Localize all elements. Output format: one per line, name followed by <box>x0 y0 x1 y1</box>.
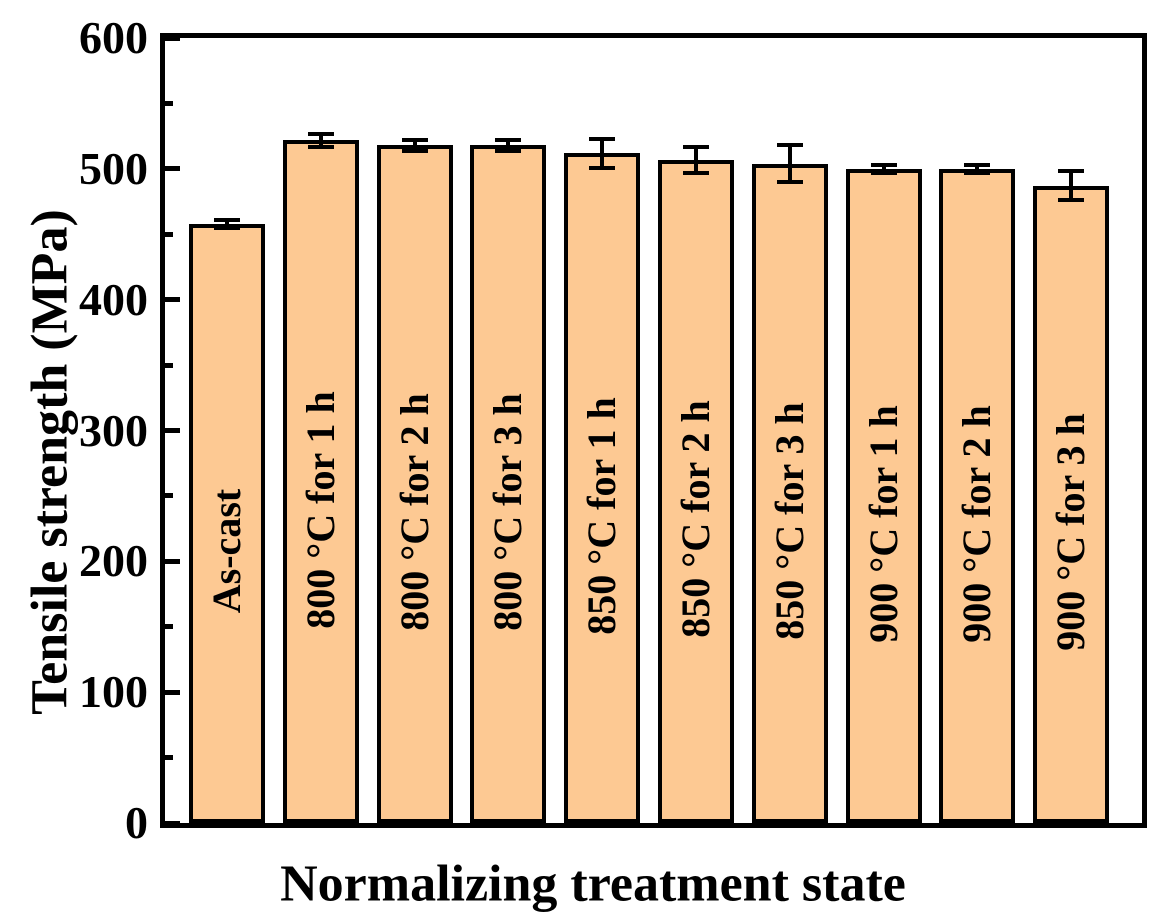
error-bar-cap <box>964 162 991 167</box>
bar-category-label: 850 °C for 1 h <box>579 397 625 635</box>
y-tick-label: 400 <box>79 273 148 325</box>
y-major-tick <box>165 428 180 433</box>
error-bar-cap <box>683 170 709 175</box>
bar-category-label: 850 °C for 2 h <box>673 400 718 639</box>
bar <box>189 223 265 823</box>
error-bar-cap <box>776 143 803 148</box>
error-bar-cap <box>1058 198 1085 203</box>
y-minor-tick <box>165 624 173 630</box>
plot-area: As-cast 800 °C for 1 h 800 °C for 2 h 800 °… <box>160 33 1147 828</box>
y-major-tick <box>165 166 180 172</box>
bar <box>658 159 734 823</box>
error-bar <box>694 146 698 173</box>
x-axis-title: Normalizing treatment state <box>280 855 906 913</box>
error-bar-cap <box>214 225 240 230</box>
error-bar-cap <box>683 144 709 149</box>
y-tick-label: 100 <box>79 666 148 718</box>
error-bar-cap <box>495 138 522 143</box>
error-bar-cap <box>589 165 616 170</box>
bar-category-label: 800 °C for 2 h <box>391 393 437 631</box>
bar <box>845 168 922 823</box>
y-major-tick <box>165 820 180 826</box>
y-tick-label: 500 <box>79 142 148 194</box>
y-major-tick <box>165 35 180 41</box>
error-bar <box>1069 171 1074 201</box>
y-minor-tick <box>165 231 173 237</box>
error-bar-cap <box>589 136 616 141</box>
y-tick-label: 300 <box>79 404 148 456</box>
error-bar <box>881 164 886 173</box>
y-minor-tick <box>165 362 173 368</box>
bar-category-label: 800 °C for 3 h <box>485 393 531 631</box>
y-major-tick <box>165 297 180 303</box>
error-bar-cap <box>401 138 428 143</box>
bar-category-label: 900 °C for 2 h <box>954 405 1000 643</box>
error-bar <box>506 140 511 151</box>
error-bar <box>975 164 980 173</box>
y-major-tick <box>165 558 180 564</box>
error-bar-cap <box>495 148 522 153</box>
bar-category-label: 850 °C for 3 h <box>766 402 812 641</box>
y-tick-label: 200 <box>79 535 148 587</box>
y-major-tick <box>165 689 180 695</box>
error-bar <box>412 140 417 151</box>
y-minor-tick <box>165 100 173 106</box>
error-bar-cap <box>401 148 428 153</box>
error-bar <box>318 133 323 147</box>
error-bar-cap <box>307 144 334 149</box>
bar <box>470 145 547 823</box>
error-bar <box>600 138 605 168</box>
bar-category-label: As-cast <box>204 489 249 614</box>
error-bar-cap <box>776 179 803 184</box>
bar <box>282 140 359 823</box>
error-bar <box>225 219 229 228</box>
error-bar-cap <box>214 217 240 222</box>
bar-category-label: 900 °C for 3 h <box>1048 413 1094 652</box>
y-minor-tick <box>165 755 173 761</box>
bar-category-label: 900 °C for 1 h <box>860 405 906 643</box>
error-bar-cap <box>870 162 897 167</box>
error-bar-cap <box>307 131 334 136</box>
bar <box>939 168 1016 823</box>
error-bar-cap <box>1058 169 1085 174</box>
error-bar-cap <box>964 170 991 175</box>
y-minor-tick <box>165 493 173 499</box>
error-bar <box>787 145 792 182</box>
y-tick-label: 600 <box>79 12 148 63</box>
y-tick-label: 0 <box>125 797 148 848</box>
bar-category-label: 800 °C for 1 h <box>297 390 343 629</box>
bar <box>1033 185 1110 823</box>
error-bar-cap <box>870 170 897 175</box>
